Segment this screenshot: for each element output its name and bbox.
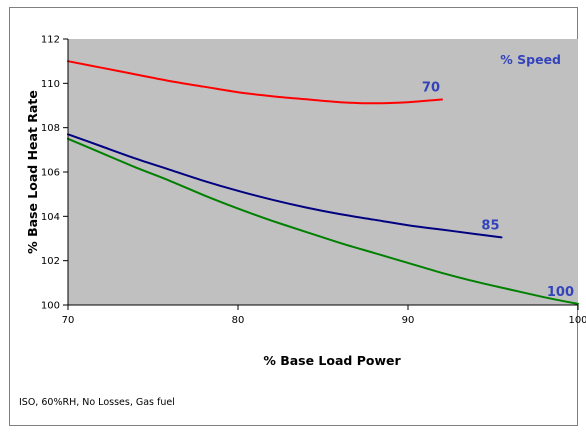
- x-tick-label: 70: [62, 315, 75, 326]
- y-tick-label: 110: [41, 79, 60, 90]
- series-line-100: [67, 137, 579, 305]
- axes-group: 100 102 104 106 108 110 112 70 80 90 100: [41, 35, 586, 327]
- x-axis-title: % Base Load Power: [263, 353, 401, 368]
- series-line-85: [67, 133, 503, 239]
- y-tick-label: 100: [41, 301, 60, 312]
- x-tick-label: 90: [402, 315, 415, 326]
- series-label-100: 100: [547, 285, 574, 300]
- legend-title: % Speed: [500, 52, 561, 67]
- y-tick-label: 106: [41, 168, 60, 179]
- y-tick-label: 102: [41, 256, 60, 267]
- x-tick-label: 100: [568, 315, 586, 326]
- series-line-70: [67, 60, 443, 105]
- series-label-70: 70: [422, 81, 440, 96]
- x-tick-label: 80: [232, 315, 245, 326]
- series-group: 70 85 100: [67, 60, 579, 305]
- y-tick-label: 104: [41, 212, 60, 223]
- y-axis-title: % Base Load Heat Rate: [25, 90, 40, 254]
- footnote: ISO, 60%RH, No Losses, Gas fuel: [19, 397, 175, 408]
- y-tick-label: 108: [41, 123, 60, 134]
- plot-area: [68, 39, 578, 305]
- series-label-85: 85: [481, 218, 499, 233]
- y-tick-label: 112: [41, 35, 60, 46]
